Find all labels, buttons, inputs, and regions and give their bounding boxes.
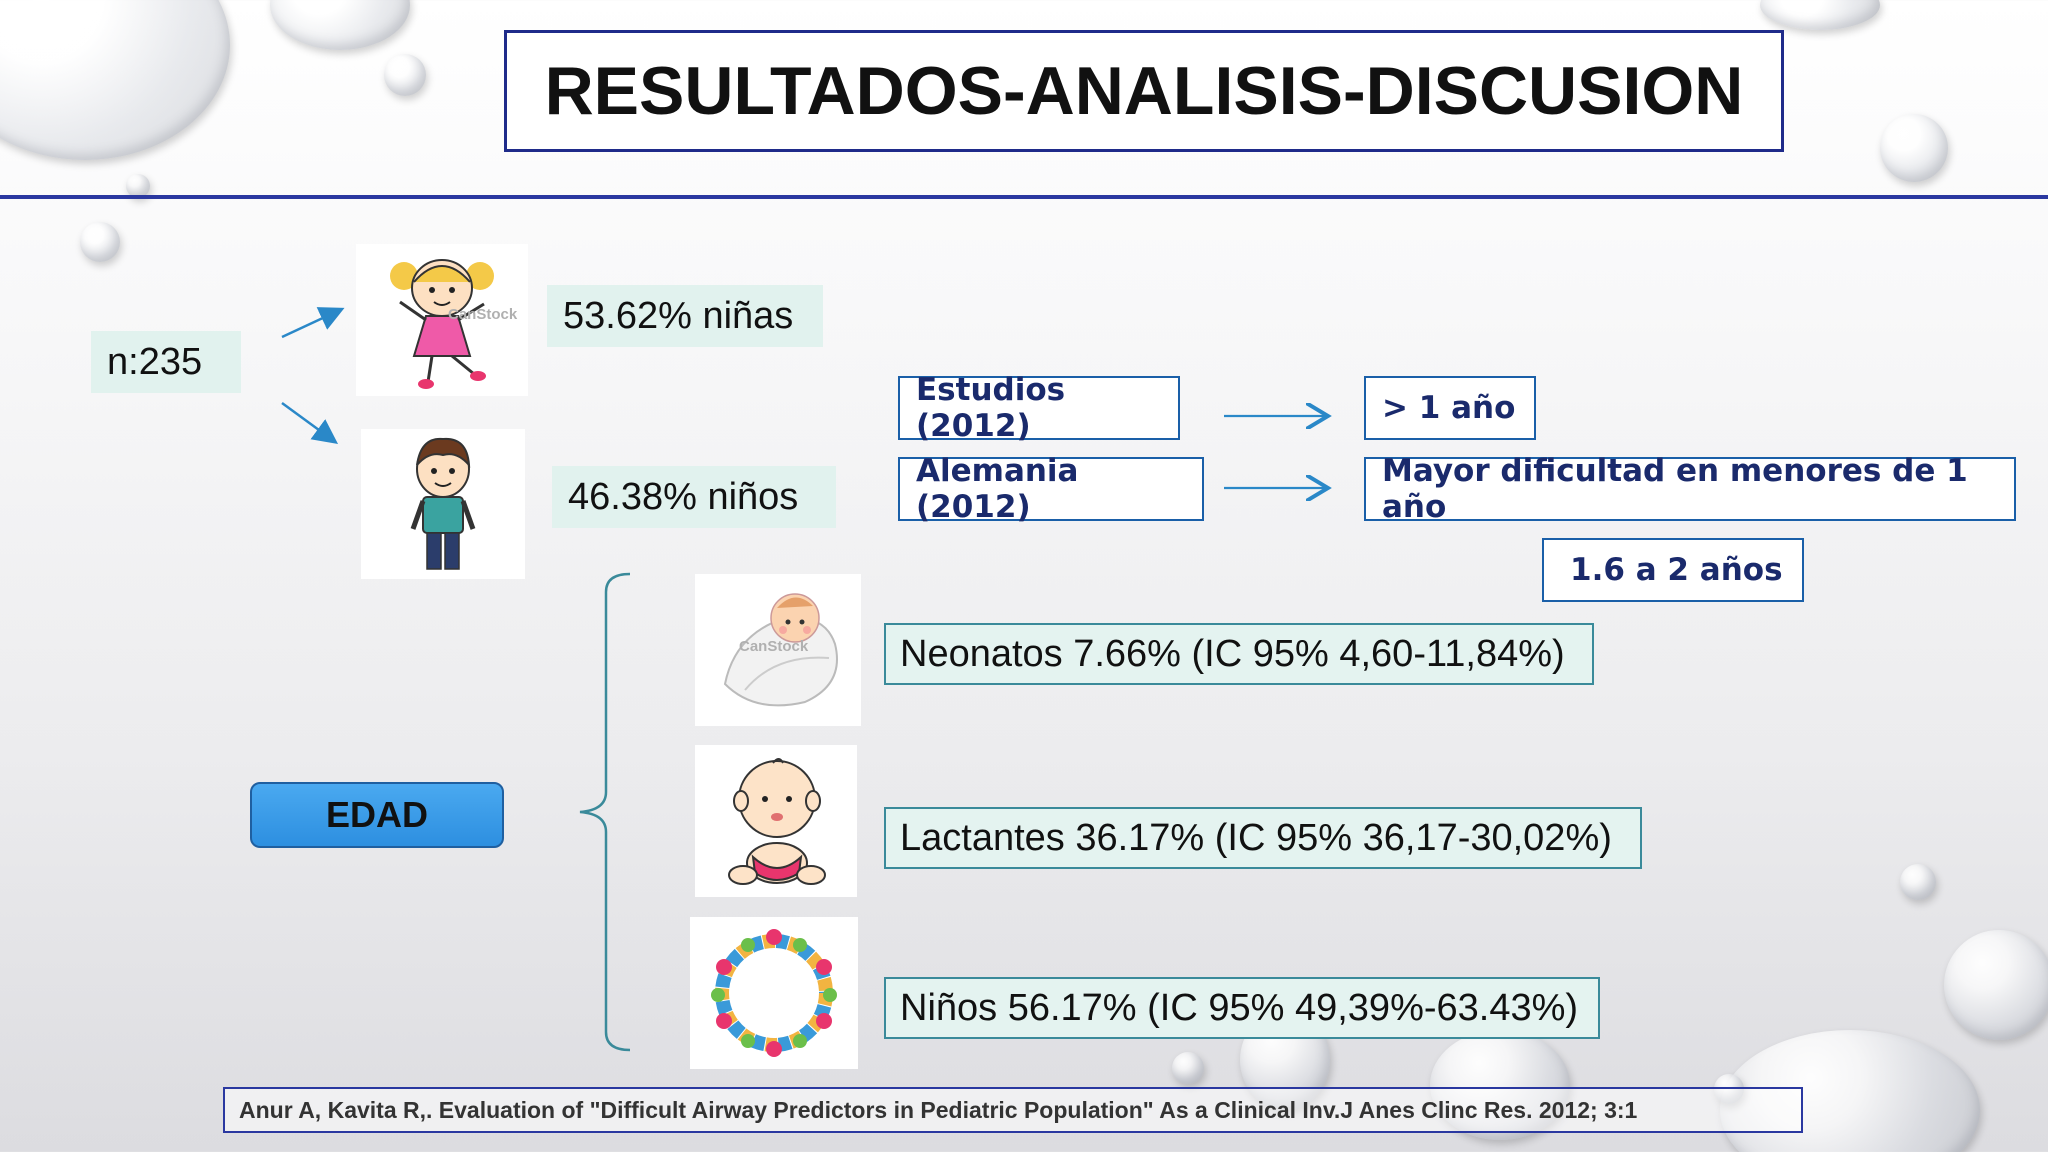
study-alemania-label: Alemania (2012)	[898, 453, 1204, 525]
branch-arrows	[281, 307, 345, 444]
citation-text: Anur A, Kavita R,. Evaluation of "Diffic…	[239, 1096, 1638, 1123]
age-group-text: Niños 56.17% (IC 95% 49,39%-63.43%)	[900, 986, 1579, 1029]
girls-percentage-label: 53.62% niñas	[547, 285, 823, 347]
age-group-text: Neonatos 7.66% (IC 95% 4,60-11,84%)	[900, 632, 1565, 675]
water-drop-decoration	[384, 54, 426, 96]
extra-age-range-box: 1.6 a 2 años	[1542, 538, 1804, 602]
water-drop-decoration	[0, 0, 230, 160]
boy-cartoon-image	[361, 429, 525, 579]
study-result-2: Mayor dificultad en menores de 1 año	[1364, 453, 2016, 525]
water-drop-decoration	[1760, 0, 1880, 30]
water-drop-decoration	[126, 174, 150, 198]
age-group-lactantes: Lactantes 36.17% (IC 95% 36,17-30,02%)	[884, 807, 1642, 869]
edad-button[interactable]: EDAD	[250, 782, 504, 848]
age-group-text: Lactantes 36.17% (IC 95% 36,17-30,02%)	[900, 816, 1612, 859]
study-germany-2012-label-estudios: Estudios (2012)	[898, 372, 1180, 444]
study-arrows	[1224, 395, 1340, 505]
citation-reference: Anur A, Kavita R,. Evaluation of "Diffic…	[223, 1087, 1803, 1133]
water-drop-decoration	[1172, 1052, 1204, 1084]
sample-size-text: n:235	[107, 340, 203, 383]
water-drop-decoration	[1944, 930, 2048, 1040]
extra-age-range-text: 1.6 a 2 años	[1570, 552, 1783, 588]
newborn-image-watermark: CanStock	[739, 638, 809, 655]
arrow-to-boys	[281, 401, 339, 444]
study-result-text: Mayor dificultad en menores de 1 año	[1382, 453, 1968, 525]
age-group-neonatos: Neonatos 7.66% (IC 95% 4,60-11,84%)	[884, 623, 1594, 685]
study-result-1: > 1 año	[1364, 376, 1536, 440]
study-label-text: Alemania (2012)	[916, 453, 1079, 525]
age-group-ninos: Niños 56.17% (IC 95% 49,39%-63.43%)	[884, 977, 1600, 1039]
girls-percentage-text: 53.62% niñas	[563, 294, 794, 337]
water-drop-decoration	[270, 0, 410, 50]
water-drop-decoration	[1900, 864, 1936, 900]
edad-label: EDAD	[325, 794, 428, 835]
water-drop-decoration	[1880, 114, 1948, 182]
study-result-text: > 1 año	[1382, 390, 1516, 426]
infant-baby-image	[695, 745, 857, 897]
title-box: RESULTADOS-ANALISIS-DISCUSION	[504, 30, 1784, 152]
study-label-text: Estudios (2012)	[916, 372, 1066, 444]
sample-size-label: n:235	[91, 331, 241, 393]
children-circle-image	[690, 917, 858, 1069]
newborn-baby-image: CanStock	[695, 574, 861, 726]
boys-percentage-label: 46.38% niños	[552, 466, 836, 528]
slide-title: RESULTADOS-ANALISIS-DISCUSION	[544, 53, 1744, 129]
water-drop-decoration	[80, 222, 120, 262]
boys-percentage-text: 46.38% niños	[568, 475, 799, 518]
arrow-to-girls	[281, 307, 345, 339]
age-group-brace	[579, 572, 631, 1052]
girl-image-watermark: CanStock	[448, 306, 518, 323]
title-divider	[0, 195, 2048, 199]
girl-cartoon-image: CanStock	[356, 244, 528, 396]
